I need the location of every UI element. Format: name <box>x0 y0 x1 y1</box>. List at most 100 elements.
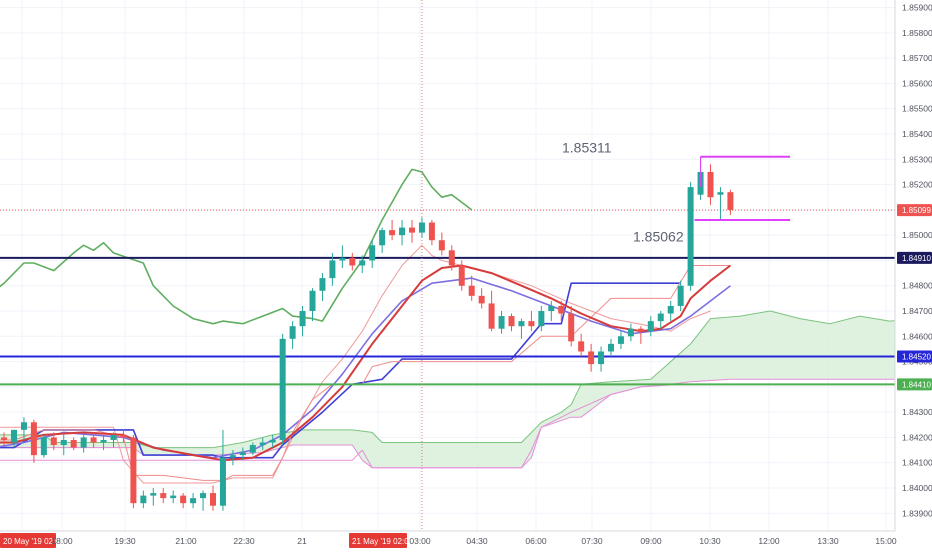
price-tick-label: 1.84800 <box>902 281 932 291</box>
candle-body <box>110 434 117 440</box>
time-badge[interactable] <box>0 533 56 548</box>
price-tick-label: 1.85200 <box>902 180 932 190</box>
candle-body <box>269 439 276 443</box>
candle-body <box>418 222 425 233</box>
time-tick-label: 13:30 <box>817 536 839 546</box>
cloud-span-b-line <box>0 378 932 469</box>
annotations[interactable]: 1.85311 1.85062 <box>562 140 791 245</box>
candle-body <box>60 439 67 446</box>
candle-body <box>50 437 57 446</box>
chikou-span-line <box>0 168 473 325</box>
candle-body <box>219 457 226 506</box>
candle-body <box>70 439 77 448</box>
candle-body <box>130 437 137 504</box>
candle-body <box>349 257 356 266</box>
horizontal-levels[interactable] <box>0 0 895 531</box>
candle-body <box>190 498 197 504</box>
candle-body <box>11 429 17 443</box>
candle-body <box>319 278 326 291</box>
candle-body <box>170 495 177 499</box>
candle-body <box>428 222 435 241</box>
time-tick-label: 15:00 <box>875 536 897 546</box>
time-tick-label: 21:00 <box>175 536 197 546</box>
candle-body <box>329 260 336 279</box>
candle-body <box>498 316 505 329</box>
candle-body <box>399 227 406 236</box>
time-tick-label: 18:00 <box>51 536 73 546</box>
time-tick-label: 07:30 <box>581 536 603 546</box>
price-axis[interactable]: 1.85900 1.85800 1.85700 1.85600 1.85500 1.854… <box>894 0 932 550</box>
candle-body <box>707 171 714 198</box>
candle-body <box>568 313 575 342</box>
time-tick-label: 04:30 <box>466 536 488 546</box>
candles <box>1 156 734 511</box>
candle-body <box>279 338 286 440</box>
price-tick-label: 1.85400 <box>902 129 932 139</box>
candle-body <box>458 265 465 286</box>
time-badge[interactable] <box>349 533 407 548</box>
candle-body <box>180 495 187 504</box>
candle-body <box>369 245 376 261</box>
candle-body <box>30 422 37 456</box>
candle-body <box>687 187 694 286</box>
candle-body <box>1 437 8 440</box>
projection-red-line <box>0 244 711 484</box>
candle-body <box>468 285 475 296</box>
candle-body <box>90 437 97 443</box>
candle-body <box>608 343 614 352</box>
time-tick-label: 12:00 <box>758 536 780 546</box>
candle-body <box>627 328 634 337</box>
candle-body <box>657 313 664 322</box>
price-tick-label: 1.85000 <box>902 230 932 240</box>
candle-body <box>359 260 366 266</box>
candle-body <box>379 230 386 246</box>
price-tick-label: 1.84700 <box>902 306 932 316</box>
price-badge[interactable] <box>897 251 932 264</box>
candle-body <box>409 227 415 233</box>
price-badge[interactable] <box>897 204 932 217</box>
candle-body <box>309 290 316 312</box>
price-tick-label: 1.85800 <box>902 28 932 38</box>
candle-body <box>617 336 624 344</box>
candle-body <box>727 192 734 210</box>
candle-body <box>448 250 455 266</box>
candle-body <box>249 445 256 453</box>
price-badge[interactable] <box>897 350 932 363</box>
candle-body <box>289 326 296 339</box>
price-badge-label: 1.84410 <box>902 380 931 389</box>
cloud-span-a-line <box>0 310 932 449</box>
candle-body <box>667 305 674 314</box>
candle-body <box>150 493 157 496</box>
price-badge[interactable] <box>897 378 932 391</box>
time-tick-label: 03:00 <box>409 536 431 546</box>
time-axis-bg <box>0 531 932 550</box>
candle-body <box>558 305 565 314</box>
candle-body <box>239 452 246 456</box>
candle-body <box>299 311 306 327</box>
annotation-low-label: 1.85062 <box>633 228 684 244</box>
time-tick-label: 19:30 <box>114 536 136 546</box>
candle-body <box>478 295 485 304</box>
candle-body <box>637 328 644 332</box>
time-tick-label: 10:30 <box>699 536 721 546</box>
candle-body <box>538 311 545 327</box>
candle-body <box>389 230 396 236</box>
moving-average-red-line <box>0 264 732 462</box>
candle-body <box>259 442 266 446</box>
candle-body <box>339 257 346 261</box>
candle-body <box>588 351 595 365</box>
price-tick-label: 1.83900 <box>902 508 932 518</box>
price-tick-label: 1.85300 <box>902 154 932 164</box>
candle-body <box>488 303 495 329</box>
price-badge-label: 1.84910 <box>902 254 931 263</box>
candle-body <box>438 240 445 251</box>
candle-body <box>647 321 654 332</box>
candle-body <box>548 305 555 312</box>
candle-body <box>578 341 585 352</box>
cloud-fill <box>0 311 932 468</box>
candle-body <box>518 321 525 327</box>
candle-body <box>40 437 47 456</box>
